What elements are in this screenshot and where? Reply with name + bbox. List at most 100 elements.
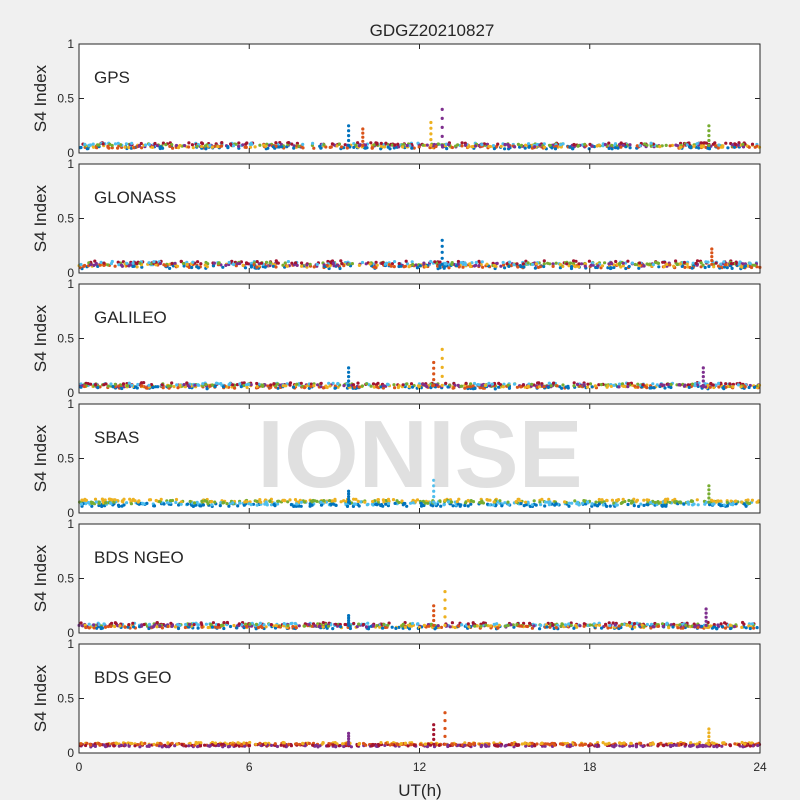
data-point (448, 625, 452, 629)
data-point (160, 626, 164, 630)
data-point (558, 262, 562, 267)
data-point (734, 502, 738, 506)
data-point (203, 263, 207, 267)
data-point (687, 744, 692, 748)
data-point (693, 384, 697, 388)
data-point (565, 262, 569, 266)
data-point (92, 623, 96, 627)
data-point (100, 497, 104, 501)
data-point (245, 624, 249, 629)
data-point (190, 265, 194, 270)
data-point (740, 265, 744, 269)
data-point (747, 385, 751, 390)
data-point (527, 145, 531, 149)
data-point (101, 142, 105, 146)
data-point (249, 503, 253, 507)
data-point (614, 503, 618, 507)
spike-point (440, 244, 444, 248)
data-point (135, 265, 139, 269)
data-point (583, 742, 588, 746)
data-point (460, 623, 464, 627)
data-point (222, 621, 226, 625)
data-point (287, 141, 291, 145)
data-point (457, 497, 461, 501)
data-point (175, 383, 179, 387)
data-point (388, 147, 392, 151)
data-point (363, 146, 367, 150)
data-point (558, 742, 563, 746)
data-point (628, 146, 632, 150)
data-point (633, 262, 637, 267)
data-point (633, 625, 637, 629)
data-point (415, 498, 420, 502)
data-point (741, 262, 745, 266)
data-point (658, 145, 662, 149)
data-point (585, 500, 590, 504)
data-point (154, 263, 158, 267)
data-point (717, 381, 721, 385)
data-point (170, 624, 174, 629)
data-points (78, 347, 762, 391)
data-point (97, 143, 101, 147)
data-point (414, 263, 418, 267)
data-point (641, 383, 645, 387)
data-point (370, 502, 374, 506)
data-point (492, 147, 496, 151)
data-point (617, 382, 622, 386)
data-point (483, 383, 487, 388)
y-tick-label: 1 (67, 397, 74, 411)
data-point (568, 145, 572, 149)
spike-point (443, 606, 447, 611)
spike-point (429, 132, 433, 136)
data-point (533, 145, 537, 149)
data-point (696, 503, 700, 507)
data-point (421, 143, 425, 147)
panel-label: BDS NGEO (94, 548, 184, 567)
data-point (724, 141, 728, 145)
data-point (336, 263, 340, 267)
data-point (639, 502, 643, 506)
data-point (682, 502, 686, 506)
spike-point (432, 383, 436, 387)
data-point (221, 265, 225, 269)
data-point (442, 503, 446, 507)
data-point (594, 743, 598, 747)
data-point (531, 262, 535, 267)
data-point (395, 499, 399, 503)
data-point (212, 261, 216, 265)
y-tick-label: 0 (67, 746, 74, 760)
data-point (629, 741, 633, 746)
data-point (139, 141, 143, 146)
data-point (551, 623, 555, 627)
data-point (159, 145, 163, 149)
data-point (465, 385, 469, 389)
data-point (369, 141, 373, 145)
spike-point (443, 598, 447, 602)
data-point (613, 146, 618, 150)
data-point (743, 262, 748, 266)
data-point (636, 382, 640, 386)
data-point (601, 503, 605, 507)
data-point (617, 262, 622, 266)
data-point (352, 145, 356, 149)
data-point (241, 263, 245, 267)
data-point (308, 262, 312, 266)
spike-point (704, 623, 708, 628)
data-point (170, 741, 174, 746)
y-tick-label: 1 (67, 637, 74, 651)
data-point (555, 384, 559, 388)
data-point (569, 743, 573, 747)
data-point (168, 262, 172, 266)
data-point (352, 385, 357, 389)
plot-area (79, 524, 760, 633)
data-point (501, 260, 505, 265)
data-point (253, 145, 257, 149)
data-point (390, 625, 394, 629)
data-point (237, 622, 241, 626)
data-point (294, 626, 298, 630)
data-point (285, 264, 289, 268)
data-point (210, 625, 214, 629)
data-point (619, 145, 623, 149)
data-point (333, 386, 337, 390)
data-point (540, 382, 544, 386)
